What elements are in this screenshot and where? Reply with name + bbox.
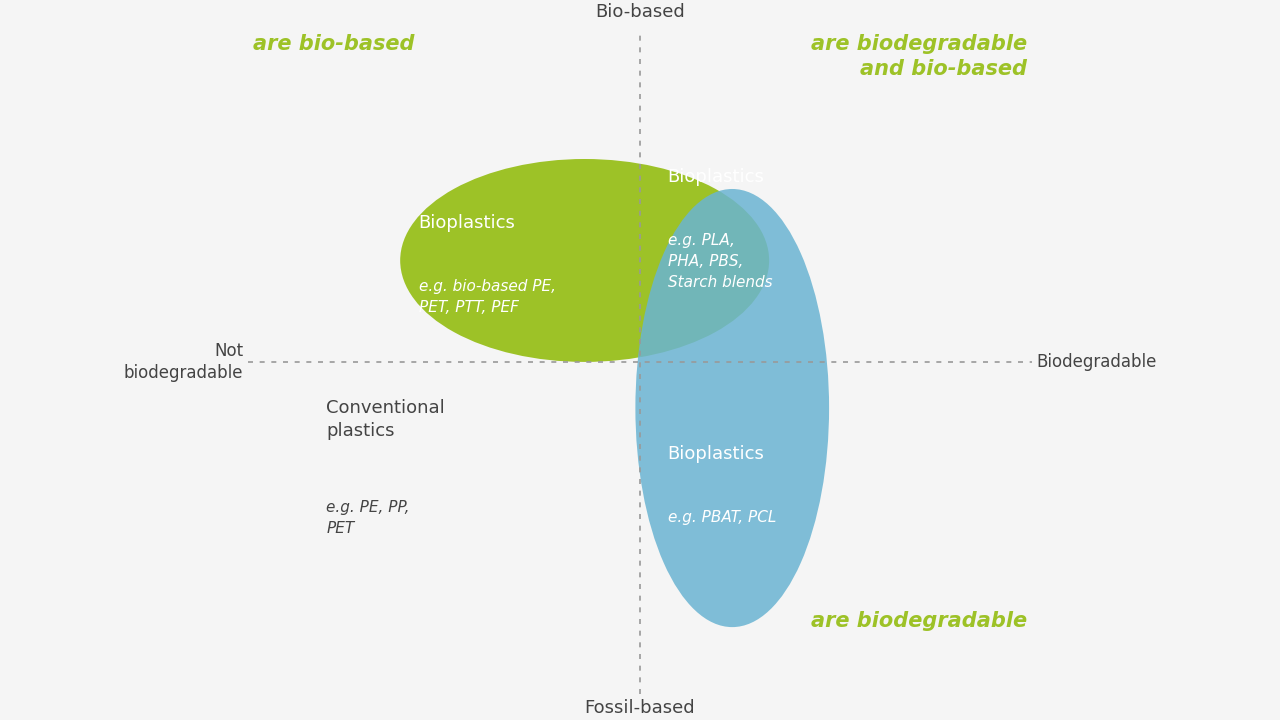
- Text: e.g. PBAT, PCL: e.g. PBAT, PCL: [668, 510, 776, 524]
- Text: Biodegradable: Biodegradable: [1037, 353, 1157, 371]
- Text: e.g. PLA,
PHA, PBS,
Starch blends: e.g. PLA, PHA, PBS, Starch blends: [668, 233, 772, 289]
- Text: e.g. bio-based PE,
PET, PTT, PEF: e.g. bio-based PE, PET, PTT, PEF: [419, 279, 556, 315]
- Text: Bio-based: Bio-based: [595, 3, 685, 21]
- Text: Bioplastics: Bioplastics: [668, 445, 764, 463]
- Text: are biodegradable: are biodegradable: [812, 611, 1028, 631]
- Text: Bioplastics: Bioplastics: [668, 168, 764, 186]
- Ellipse shape: [635, 189, 829, 627]
- Text: e.g. PE, PP,
PET: e.g. PE, PP, PET: [326, 500, 410, 536]
- Text: are bio-based: are bio-based: [252, 35, 415, 55]
- Text: Conventional
plastics: Conventional plastics: [326, 399, 445, 441]
- Text: Not
biodegradable: Not biodegradable: [124, 342, 243, 382]
- Text: are biodegradable
and bio-based: are biodegradable and bio-based: [812, 35, 1028, 79]
- Text: Fossil-based: Fossil-based: [585, 698, 695, 716]
- Text: Bioplastics: Bioplastics: [419, 215, 516, 233]
- Ellipse shape: [401, 159, 769, 362]
